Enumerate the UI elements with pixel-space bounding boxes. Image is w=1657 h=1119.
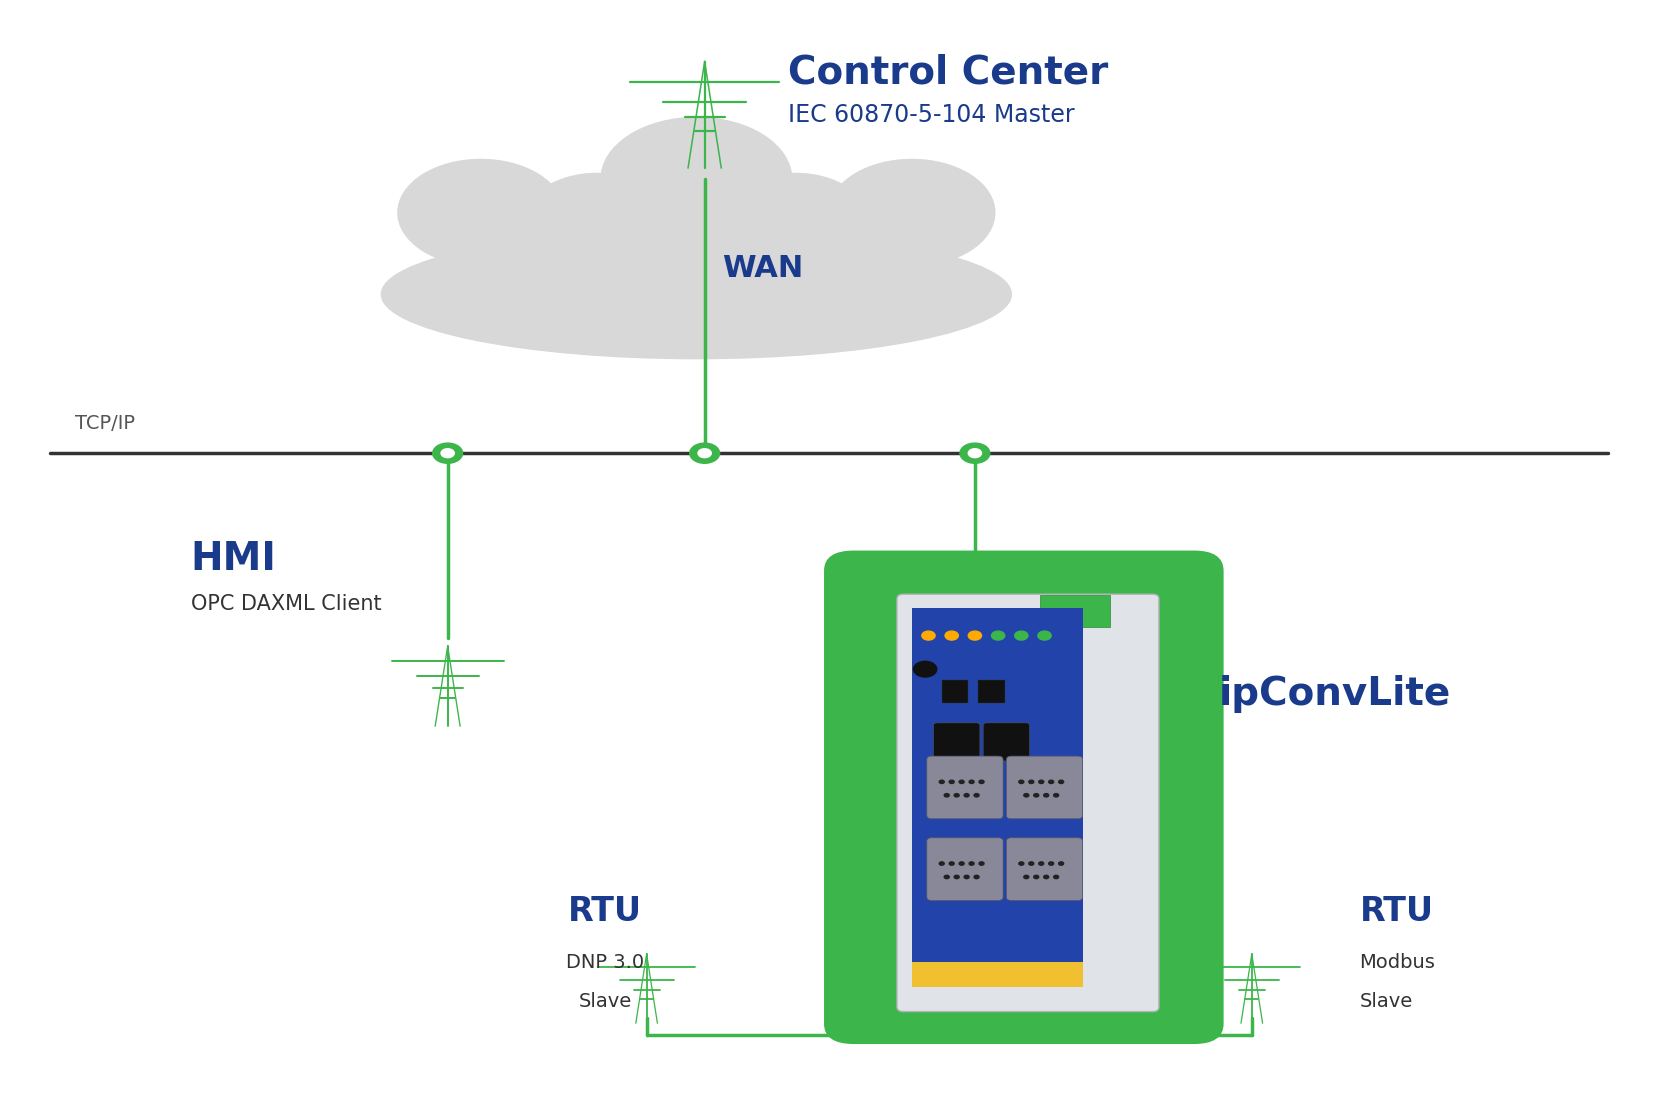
Circle shape (978, 862, 984, 865)
Text: WAN: WAN (721, 254, 804, 283)
Circle shape (1037, 631, 1051, 640)
Text: TCP/IP: TCP/IP (75, 414, 134, 433)
Bar (911, 962, 1082, 987)
Circle shape (959, 780, 964, 783)
Circle shape (954, 875, 958, 878)
Circle shape (959, 443, 989, 463)
Circle shape (1027, 862, 1034, 865)
Circle shape (689, 443, 719, 463)
Circle shape (1052, 875, 1059, 878)
Circle shape (1017, 862, 1024, 865)
Circle shape (1034, 875, 1039, 878)
Ellipse shape (381, 231, 1011, 358)
Text: Slave: Slave (1359, 993, 1412, 1010)
Circle shape (944, 793, 948, 797)
Circle shape (954, 793, 958, 797)
Circle shape (938, 780, 944, 783)
Circle shape (698, 449, 711, 458)
Circle shape (1024, 793, 1029, 797)
Circle shape (1044, 793, 1049, 797)
Bar (941, 680, 968, 703)
Circle shape (921, 631, 935, 640)
Ellipse shape (600, 117, 792, 241)
Circle shape (1044, 875, 1049, 878)
FancyBboxPatch shape (926, 756, 1002, 819)
Text: DNP 3.0: DNP 3.0 (565, 953, 645, 971)
Circle shape (991, 631, 1004, 640)
Circle shape (1024, 875, 1029, 878)
Circle shape (1027, 780, 1034, 783)
FancyBboxPatch shape (926, 838, 1002, 901)
Circle shape (978, 780, 984, 783)
Circle shape (938, 862, 944, 865)
Text: Control Center: Control Center (787, 54, 1107, 92)
Circle shape (1034, 793, 1039, 797)
Circle shape (432, 443, 462, 463)
Circle shape (949, 862, 954, 865)
Circle shape (964, 875, 969, 878)
Circle shape (944, 875, 948, 878)
Text: RTU: RTU (568, 895, 641, 929)
Circle shape (974, 875, 978, 878)
Circle shape (974, 793, 978, 797)
Circle shape (1057, 862, 1064, 865)
Circle shape (1049, 862, 1054, 865)
FancyBboxPatch shape (933, 723, 979, 761)
Circle shape (1017, 780, 1024, 783)
FancyBboxPatch shape (824, 551, 1223, 1044)
FancyBboxPatch shape (896, 594, 1158, 1012)
Ellipse shape (398, 159, 563, 265)
Text: HMI: HMI (191, 540, 277, 579)
Ellipse shape (721, 173, 870, 274)
FancyBboxPatch shape (983, 723, 1029, 761)
FancyBboxPatch shape (1006, 756, 1082, 819)
Text: ipConvLite: ipConvLite (1218, 675, 1450, 713)
Text: Modbus: Modbus (1359, 953, 1435, 971)
Circle shape (968, 449, 981, 458)
Circle shape (1052, 793, 1059, 797)
Circle shape (1037, 862, 1044, 865)
Text: OPC DAXML Client: OPC DAXML Client (191, 594, 381, 614)
Bar (978, 680, 1004, 703)
Circle shape (968, 862, 974, 865)
Ellipse shape (828, 159, 994, 265)
Circle shape (1049, 780, 1054, 783)
Circle shape (1037, 780, 1044, 783)
Circle shape (959, 862, 964, 865)
FancyBboxPatch shape (1006, 838, 1082, 901)
Circle shape (968, 780, 974, 783)
Text: Slave: Slave (578, 993, 631, 1010)
Ellipse shape (522, 173, 671, 274)
Text: RTU: RTU (1359, 895, 1433, 929)
Circle shape (1014, 631, 1027, 640)
Circle shape (964, 793, 969, 797)
Circle shape (949, 780, 954, 783)
Text: IEC 60870-5-104 Master: IEC 60870-5-104 Master (787, 103, 1074, 128)
Bar (911, 608, 1082, 987)
Bar (1041, 595, 1109, 627)
Circle shape (441, 449, 454, 458)
Circle shape (1057, 780, 1064, 783)
Circle shape (913, 661, 936, 677)
Circle shape (944, 631, 958, 640)
Circle shape (968, 631, 981, 640)
